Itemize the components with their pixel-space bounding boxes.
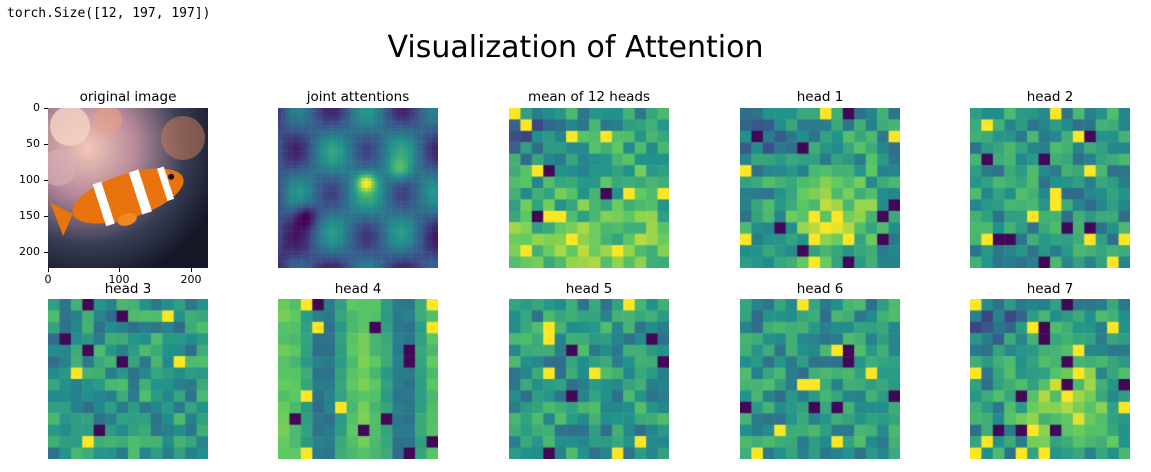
clownfish-illustration bbox=[48, 108, 208, 268]
heatmap-head-7 bbox=[970, 299, 1130, 459]
panel-title-head-3: head 3 bbox=[104, 281, 152, 297]
y-axis-tick bbox=[44, 216, 48, 217]
heatmap-head-4 bbox=[278, 299, 438, 459]
clownfish-photo bbox=[48, 108, 208, 268]
y-tick-label: 200 bbox=[19, 245, 40, 258]
y-tick-label: 0 bbox=[33, 101, 40, 114]
figure-title: Visualization of Attention bbox=[387, 30, 764, 65]
x-axis-tick bbox=[48, 268, 49, 272]
panel-title-head-5: head 5 bbox=[565, 281, 613, 297]
cell-output-text: torch.Size([12, 197, 197]) bbox=[7, 6, 211, 21]
y-axis-tick bbox=[44, 108, 48, 109]
y-tick-label: 100 bbox=[19, 173, 40, 186]
y-tick-label: 150 bbox=[19, 209, 40, 222]
x-axis-tick bbox=[191, 268, 192, 272]
x-axis-tick bbox=[119, 268, 120, 272]
x-tick-label: 0 bbox=[44, 273, 52, 286]
y-axis-tick bbox=[44, 144, 48, 145]
panel-title-head-6: head 6 bbox=[796, 281, 844, 297]
heatmap-head-6 bbox=[740, 299, 900, 459]
panel-title-head-2: head 2 bbox=[1026, 89, 1074, 105]
heatmap-head-3 bbox=[48, 299, 208, 459]
heatmap-head-1 bbox=[740, 108, 900, 268]
heatmap-mean-heads bbox=[509, 108, 669, 268]
panel-title-head-1: head 1 bbox=[796, 89, 844, 105]
heatmap-head-2 bbox=[970, 108, 1130, 268]
y-tick-label: 50 bbox=[26, 137, 40, 150]
original-image-title: original image bbox=[79, 89, 177, 105]
y-axis-tick bbox=[44, 180, 48, 181]
panel-title-head-4: head 4 bbox=[334, 281, 382, 297]
panel-title-joint-attentions: joint attentions bbox=[306, 89, 410, 105]
heatmap-joint-attentions bbox=[278, 108, 438, 268]
heatmap-head-5 bbox=[509, 299, 669, 459]
panel-title-mean-heads: mean of 12 heads bbox=[527, 89, 651, 105]
x-tick-label: 200 bbox=[180, 273, 202, 286]
y-axis-tick bbox=[44, 252, 48, 253]
x-tick-label: 100 bbox=[108, 273, 130, 286]
panel-title-head-7: head 7 bbox=[1026, 281, 1074, 297]
